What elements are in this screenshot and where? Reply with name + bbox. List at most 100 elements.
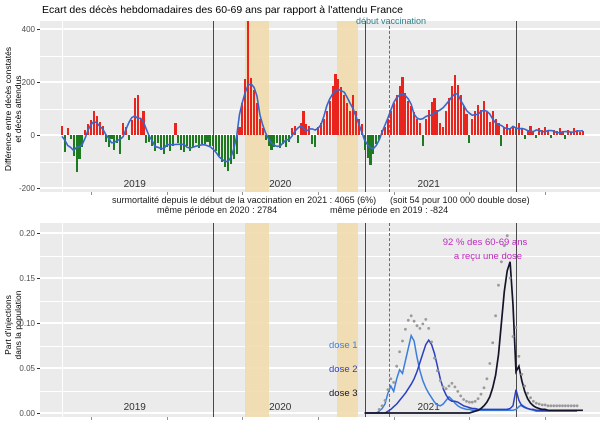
y-tick-mark [37, 29, 40, 30]
per-double-dose-text: (soit 54 pour 100 000 double dose) [390, 195, 530, 205]
excess-deaths-bar [279, 135, 282, 149]
y-tick-mark [37, 233, 40, 234]
excess-deaths-bar [351, 95, 355, 135]
excess-deaths-bar [346, 103, 349, 135]
excess-deaths-bar [244, 79, 247, 135]
excess-deaths-bar [81, 135, 84, 147]
excess-deaths-bar [447, 97, 451, 135]
excess-deaths-bar [221, 135, 224, 162]
excess-deaths-bar [383, 127, 387, 135]
excess-since-vaccination-text: surmortalité depuis le début de la vacci… [112, 195, 377, 205]
all-doses-point [401, 339, 404, 343]
excess-deaths-bar [479, 109, 483, 135]
y-tick-label: 200 [21, 78, 35, 87]
all-doses-point [430, 340, 433, 344]
dose-line-3 [364, 261, 583, 414]
minor-gridline [40, 390, 600, 392]
all-doses-point [534, 401, 538, 405]
excess-deaths-bar [392, 103, 395, 135]
excess-deaths-bar [186, 135, 189, 146]
year-boundary-line [213, 21, 215, 192]
all-doses-point [436, 369, 439, 373]
all-doses-point [500, 260, 503, 264]
major-gridline [40, 367, 600, 369]
all-doses-point [558, 404, 561, 408]
major-gridline [40, 232, 600, 234]
excess-deaths-bar [538, 128, 541, 135]
excess-deaths-bar [503, 127, 506, 135]
all-doses-point [427, 327, 431, 330]
y-tick-mark [37, 413, 40, 414]
all-doses-point [438, 379, 442, 382]
excess-deaths-bar [512, 125, 515, 135]
excess-deaths-bar [494, 119, 497, 135]
excess-deaths-bar [546, 131, 549, 135]
injections-panel: 2019 2020 2021 [40, 223, 600, 417]
year-label: 2021 [417, 402, 440, 413]
smooth-trend-line [61, 82, 583, 163]
x-tick-mark [91, 192, 93, 195]
excess-deaths-bar [241, 103, 244, 135]
excess-deaths-bar [235, 135, 238, 154]
excess-deaths-bar [116, 135, 119, 143]
excess-deaths-bar [331, 85, 334, 135]
excess-deaths-bar [578, 132, 582, 135]
excess-deaths-bar [357, 119, 360, 135]
x-tick-mark [469, 417, 471, 420]
excess-deaths-bar [203, 135, 206, 145]
all-doses-point [456, 390, 460, 393]
minor-gridline [40, 345, 600, 347]
dose-curves-overlay [364, 234, 583, 414]
excess-deaths-bar [165, 135, 168, 147]
all-doses-point [380, 404, 384, 408]
excess-deaths-bar [386, 119, 389, 135]
all-doses-point [566, 404, 570, 408]
same-period-2019-text: même période en 2019 : -824 [330, 205, 449, 215]
dose-line-1 [364, 333, 578, 414]
excess-deaths-bar [98, 121, 101, 135]
excess-deaths-bar [372, 135, 375, 154]
year-gridline [62, 21, 63, 192]
y-tick-mark [37, 278, 40, 279]
y-tick-mark [37, 82, 40, 83]
all-doses-point [543, 403, 547, 407]
minor-gridline [40, 55, 600, 57]
major-gridline [40, 277, 600, 279]
all-doses-point [383, 399, 387, 402]
x-tick-mark [91, 417, 93, 420]
excess-deaths-bar [168, 135, 171, 151]
excess-deaths-bar [305, 124, 308, 135]
excess-deaths-bar [354, 111, 357, 135]
all-doses-point [494, 314, 497, 318]
excess-deaths-bar [261, 128, 264, 135]
excess-deaths-panel: 2019 2020 2021 [40, 21, 600, 192]
all-doses-point [517, 354, 521, 358]
all-doses-point [406, 318, 410, 322]
excess-deaths-bar [130, 120, 133, 135]
all-doses-point [395, 364, 399, 368]
y-tick-label: 0.10 [19, 319, 35, 328]
excess-deaths-bar [459, 95, 462, 135]
excess-deaths-bar [523, 135, 526, 139]
all-doses-point [392, 381, 396, 384]
excess-deaths-bar [60, 125, 64, 135]
excess-deaths-bar [311, 135, 314, 145]
all-doses-point [450, 381, 454, 385]
excess-deaths-bar [491, 111, 494, 135]
excess-deaths-bar [159, 135, 162, 150]
all-doses-point [549, 404, 553, 408]
excess-deaths-bar [462, 105, 465, 135]
excess-deaths-bar [72, 135, 75, 157]
excess-deaths-bar [119, 135, 122, 154]
excess-deaths-bar [328, 100, 331, 135]
excess-deaths-bar [223, 135, 226, 167]
excess-deaths-bar [66, 128, 69, 135]
x-tick-mark [318, 417, 320, 420]
excess-deaths-bar [395, 95, 398, 135]
excess-deaths-bar [389, 111, 392, 135]
year-label: 2019 [123, 179, 146, 190]
excess-deaths-bar [549, 135, 552, 138]
minor-gridline [40, 300, 600, 302]
major-gridline [40, 412, 600, 414]
excess-deaths-bar [415, 119, 419, 135]
